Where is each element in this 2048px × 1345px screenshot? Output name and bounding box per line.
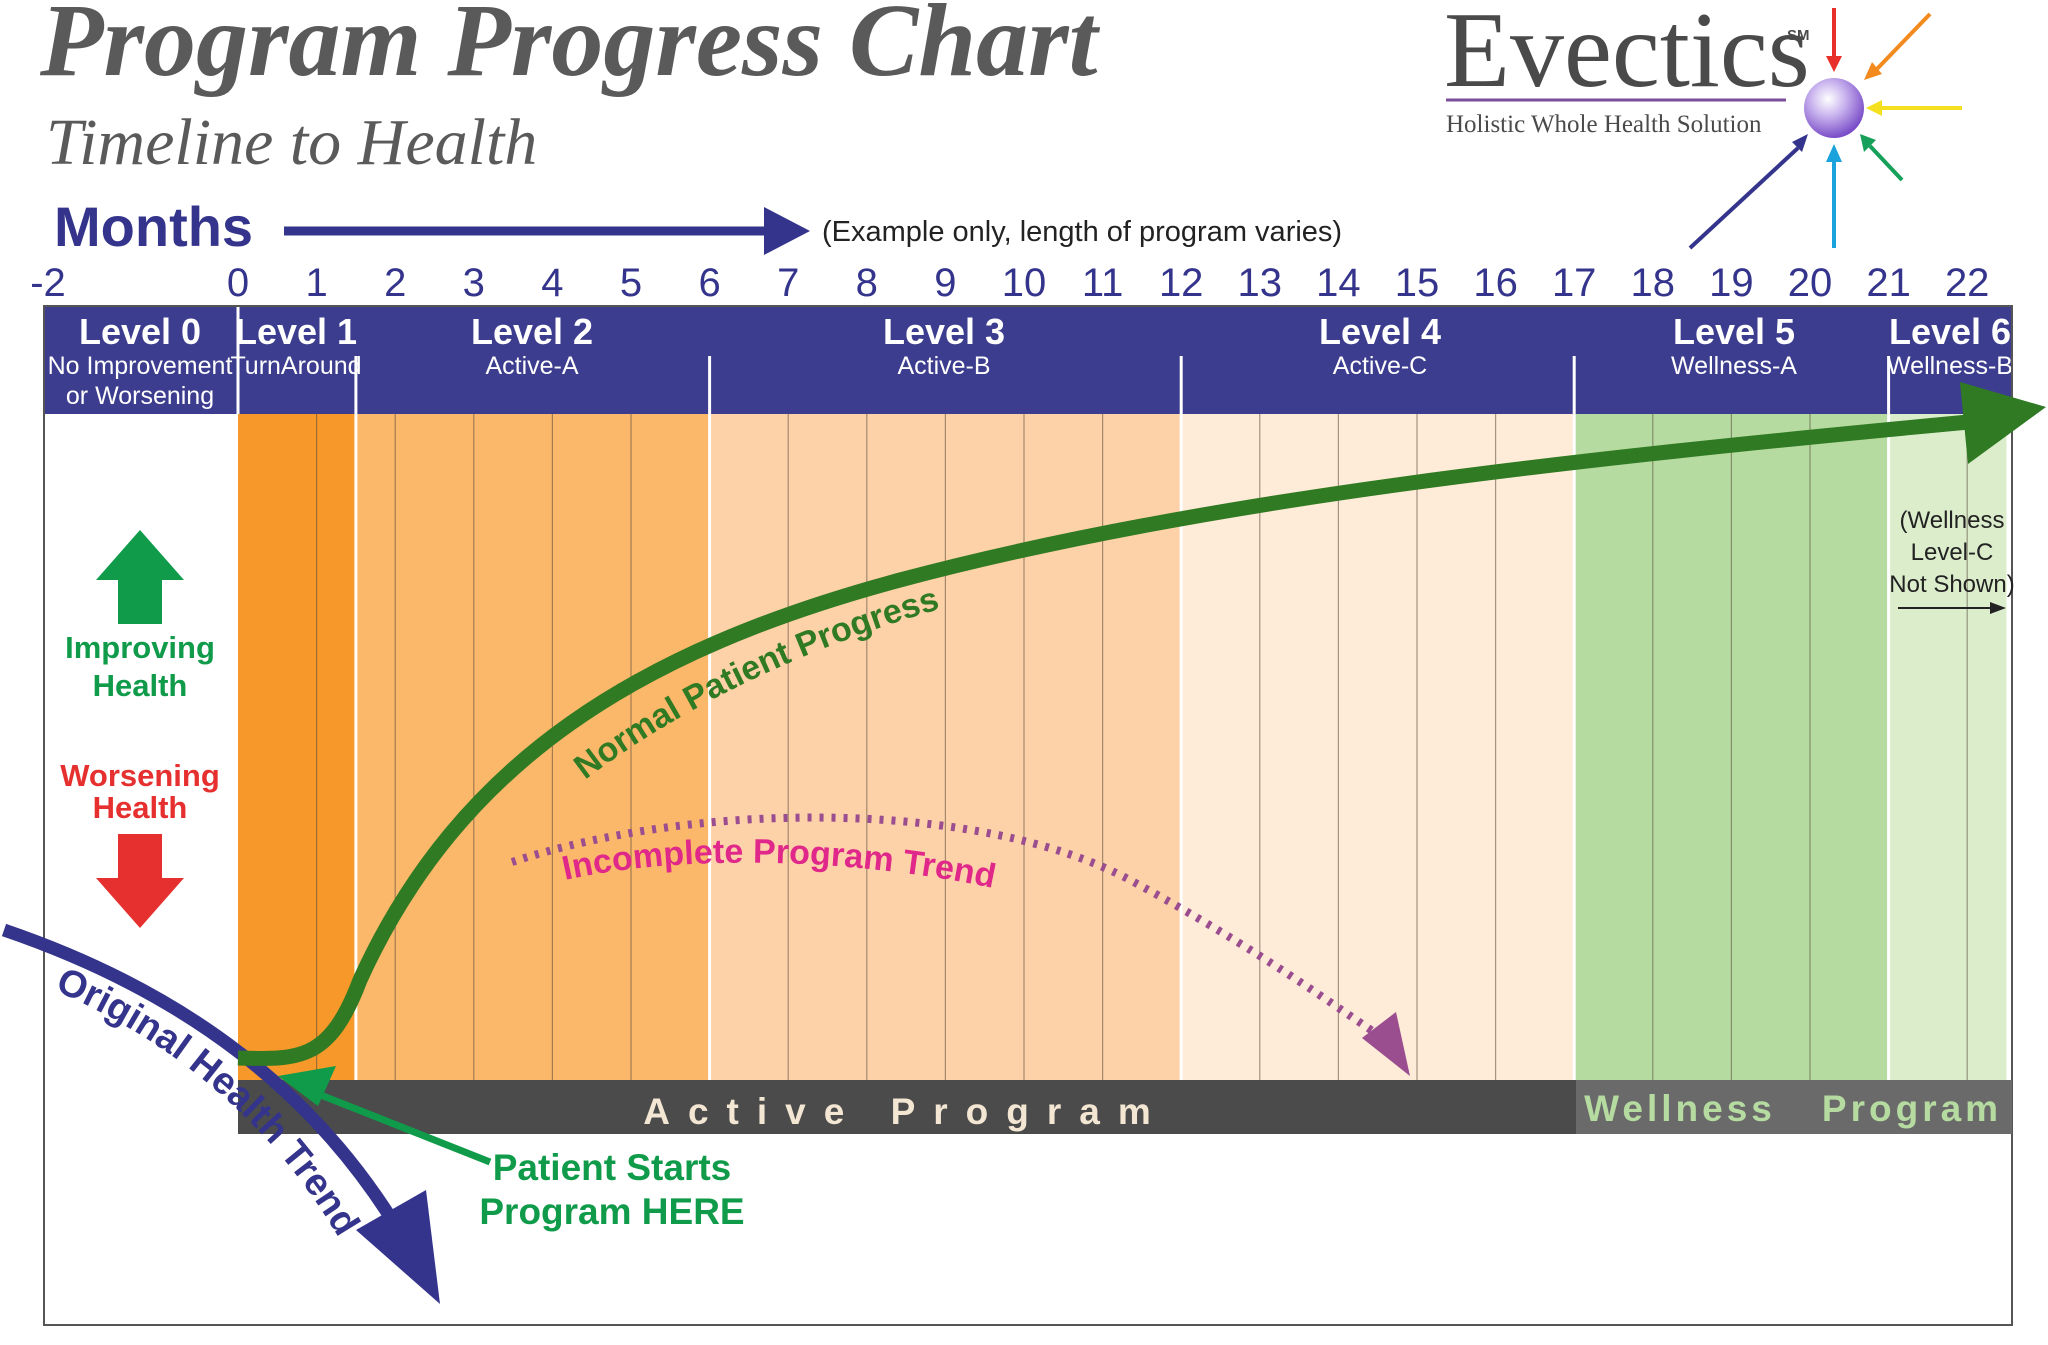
month-tick-label: 18 <box>1631 261 1676 305</box>
logo-name: Evectics <box>1444 0 1810 110</box>
improving-arrow-icon <box>96 530 184 624</box>
month-tick-label: 2 <box>384 261 406 305</box>
month-tick-label: 4 <box>541 261 563 305</box>
chart-title: Program Progress Chart <box>39 0 1101 98</box>
month-tick-label: 15 <box>1395 261 1440 305</box>
level-column <box>1888 414 2007 1080</box>
logo-sm-mark: SM <box>1787 27 1810 44</box>
month-tick-label: 11 <box>1082 261 1124 305</box>
months-label: Months <box>54 195 253 258</box>
patient-start-line2: Program HERE <box>479 1191 744 1232</box>
month-tick-label: 20 <box>1788 261 1833 305</box>
improving-label-line1: Improving <box>65 630 215 665</box>
level-desc: Active-B <box>897 352 990 380</box>
wellness-program-bar <box>1576 1080 2012 1134</box>
month-tick-label: 8 <box>856 261 878 305</box>
wellness-c-note-line3: Not Shown) <box>1889 571 2014 598</box>
month-tick-label: 9 <box>934 261 956 305</box>
incomplete-trend-arrow-head <box>1362 1012 1410 1076</box>
levels-header-band <box>44 306 2012 414</box>
month-tick-labels: -2 0 1 2 3 4 5 6 7 8 9 10 11 12 13 14 15 16 17 18 19 20 21 22 <box>30 261 1989 305</box>
level-desc: No Improvement <box>48 352 233 380</box>
level-column <box>1181 414 1575 1080</box>
level-desc: Wellness-B <box>1887 352 2013 380</box>
chart-frame <box>43 305 2013 1326</box>
level-desc: Wellness-A <box>1671 352 1797 380</box>
normal-progress-arrow-head <box>1960 382 2046 464</box>
worsening-label-line1: Worsening <box>60 758 220 793</box>
wellness-c-arrow-head <box>1990 602 2006 614</box>
month-tick-label: 6 <box>698 261 720 305</box>
active-program-bar <box>238 1080 1576 1134</box>
level-desc: TurnAround <box>230 352 361 380</box>
month-tick-label: 13 <box>1238 261 1283 305</box>
month-gridlines <box>316 414 1968 1080</box>
level-name: Level 5 <box>1673 311 1795 352</box>
axis-note: (Example only, length of program varies) <box>822 216 1342 248</box>
month-tick-label: 16 <box>1473 261 1518 305</box>
month-tick-label: 0 <box>227 261 249 305</box>
month-tick-label: 22 <box>1945 261 1990 305</box>
month-tick-label: 1 <box>305 261 327 305</box>
patient-start-arrow <box>296 1082 492 1166</box>
level-name: Level 4 <box>1319 311 1441 352</box>
month-tick-label: 5 <box>620 261 642 305</box>
normal-progress-curve <box>237 412 1991 1067</box>
incomplete-trend-curve <box>510 813 1389 1044</box>
wellness-c-note-line2: Level-C <box>1911 539 1994 566</box>
chart-subtitle: Timeline to Health <box>46 106 537 179</box>
level-columns <box>238 414 2007 1080</box>
wellness-c-note-line1: (Wellness <box>1900 507 2005 534</box>
evectics-logo: Evectics SM Holistic Whole Health Soluti… <box>1444 0 1962 250</box>
month-tick-label: 19 <box>1709 261 1754 305</box>
logo-tagline: Holistic Whole Health Solution <box>1446 111 1762 138</box>
patient-start-arrow-head <box>278 1066 336 1106</box>
level-name: Level 2 <box>471 311 593 352</box>
starburst-icon <box>1688 8 1962 250</box>
active-program-label: Active Program <box>643 1091 1169 1132</box>
month-tick-label: 14 <box>1316 261 1361 305</box>
month-tick-label: 17 <box>1552 261 1597 305</box>
wellness-program-label-a: Wellness <box>1584 1088 1776 1129</box>
level-desc: Active-C <box>1333 352 1427 380</box>
level-desc: Active-A <box>485 352 578 380</box>
level-name: Level 0 <box>79 311 201 352</box>
level-name: Level 3 <box>883 311 1005 352</box>
level-name: Level 1 <box>235 311 357 352</box>
level-column <box>238 414 356 1080</box>
original-trend-arrow-head <box>356 1190 440 1304</box>
month-tick-label: 21 <box>1866 261 1911 305</box>
patient-start-line1: Patient Starts <box>493 1147 732 1188</box>
worsening-label-line2: Health <box>93 790 188 825</box>
month-tick-label: 12 <box>1159 261 1204 305</box>
improving-label-line2: Health <box>93 668 188 703</box>
month-tick-label: 7 <box>777 261 799 305</box>
months-arrow-head <box>764 207 810 255</box>
month-tick-label: 10 <box>1002 261 1047 305</box>
worsening-arrow-icon <box>96 834 184 928</box>
level-name: Level 6 <box>1889 311 2011 352</box>
level-desc: or Worsening <box>66 382 214 410</box>
month-tick-label: 3 <box>463 261 485 305</box>
month-tick-label: -2 <box>30 261 66 305</box>
level-dividers <box>236 306 1891 414</box>
wellness-program-label-b: Program <box>1822 1088 2002 1129</box>
